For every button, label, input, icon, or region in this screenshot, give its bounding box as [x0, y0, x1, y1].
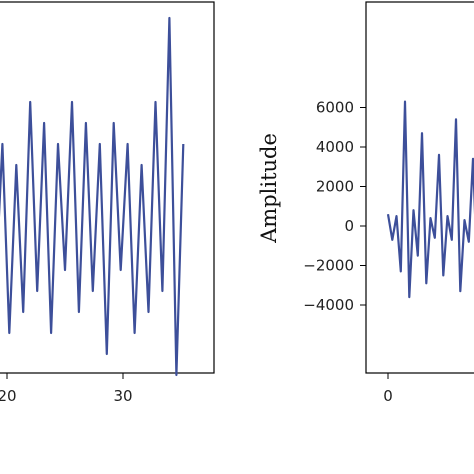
right-y-tick-label: −2000 — [303, 257, 354, 275]
right-x-ticks: 0 — [383, 373, 393, 405]
right-chart: −4000 −2000 0 2000 4000 6000 0 Amplitude — [257, 1, 474, 405]
right-y-tick-label: 4000 — [316, 138, 354, 156]
right-y-axis-title: Amplitude — [257, 133, 281, 244]
right-y-tick-label: 6000 — [316, 99, 354, 117]
left-series-line — [0, 16, 185, 377]
right-y-tick-label: 2000 — [316, 178, 354, 196]
right-y-tick-label: 0 — [344, 217, 354, 235]
left-series-group — [0, 16, 185, 377]
left-chart: 20 30 — [0, 1, 215, 405]
left-x-tick-label: 30 — [113, 387, 132, 405]
right-series-line — [386, 100, 474, 299]
right-y-tick-label: −4000 — [303, 296, 354, 314]
right-y-ticks: −4000 −2000 0 2000 4000 6000 — [303, 99, 366, 314]
left-x-ticks: 20 30 — [0, 373, 133, 405]
left-x-tick-label: 20 — [0, 387, 17, 405]
right-x-tick-label: 0 — [383, 387, 393, 405]
right-series-group — [386, 100, 474, 299]
